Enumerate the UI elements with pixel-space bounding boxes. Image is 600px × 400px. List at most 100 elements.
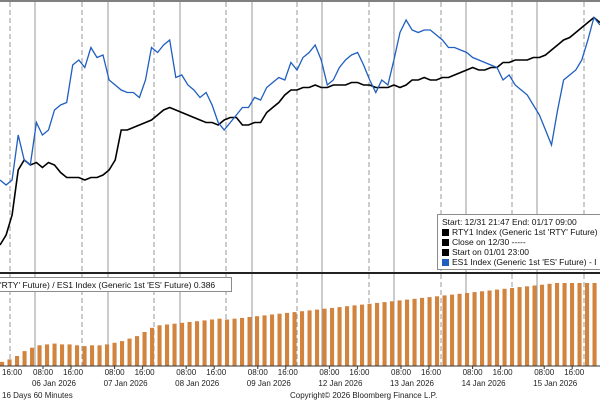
ratio-bar xyxy=(540,284,545,366)
legend-item-es[interactable]: ES1 Index (Generic 1st 'ES' Future) - I xyxy=(442,257,597,267)
ratio-bar xyxy=(322,308,327,366)
ratio-bar xyxy=(270,314,275,366)
ratio-bar xyxy=(412,298,417,366)
ratio-bar xyxy=(75,345,80,367)
ratio-bar xyxy=(337,307,342,366)
ratio-bar xyxy=(240,317,245,366)
ratio-bar xyxy=(300,311,305,366)
ratio-bar xyxy=(480,291,485,366)
price-lines xyxy=(0,16,600,246)
x-date-label: 15 Jan 2026 xyxy=(533,379,578,388)
ratio-bar xyxy=(142,332,147,366)
legend-swatch-start xyxy=(442,249,449,256)
ratio-bar xyxy=(45,344,50,366)
x-time-label: 08:00 xyxy=(105,368,126,377)
x-time-label: 16:00 xyxy=(421,368,442,377)
x-time-label: 16:00 xyxy=(2,368,23,377)
x-time-label: 16:00 xyxy=(564,368,585,377)
ratio-bar xyxy=(510,288,515,366)
ratio-bar xyxy=(157,325,162,366)
ratio-bar xyxy=(255,316,260,366)
legend-item-rty[interactable]: RTY1 Index (Generic 1st 'RTY' Future) xyxy=(442,227,598,237)
ratio-bar xyxy=(37,345,42,367)
ratio-bar xyxy=(187,322,192,366)
ratio-bar xyxy=(120,341,125,366)
ratio-bar xyxy=(15,356,20,366)
ratio-bar xyxy=(502,288,507,366)
x-time-label: 08:00 xyxy=(176,368,197,377)
legend-item-close[interactable]: Close on 12/30 ----- xyxy=(442,237,526,247)
x-time-label: 16:00 xyxy=(278,368,299,377)
x-time-label: 16:00 xyxy=(135,368,156,377)
ratio-bar xyxy=(315,309,320,366)
x-axis-ticks xyxy=(42,366,573,369)
footer-right: Copyright© 2026 Bloomberg Finance L.P. xyxy=(290,391,437,400)
ratio-bar xyxy=(292,312,297,367)
ratio-bar xyxy=(0,361,5,367)
ratio-bar xyxy=(487,290,492,366)
ratio-bar xyxy=(112,342,117,366)
grid-lines xyxy=(9,2,585,366)
ratio-bar xyxy=(360,304,365,366)
x-time-label: 08:00 xyxy=(463,368,484,377)
x-date-label: 12 Jan 2026 xyxy=(318,379,363,388)
ratio-bar xyxy=(420,297,425,366)
ratio-bar xyxy=(135,336,140,366)
ratio-bar xyxy=(457,293,462,366)
x-date-label: 06 Jan 2026 xyxy=(32,379,77,388)
ratio-bar xyxy=(7,359,12,366)
ratio-bar xyxy=(465,293,470,366)
footer-left: 16 Days 60 Minutes xyxy=(2,391,73,400)
ratio-bar xyxy=(525,286,530,366)
legend-swatch-es xyxy=(442,259,449,266)
ratio-bar xyxy=(562,283,567,366)
ratio-bar xyxy=(232,318,237,366)
ratio-bar xyxy=(172,323,177,366)
x-time-label: 08:00 xyxy=(319,368,340,377)
legend: Start: 12/31 21:47 End: 01/17 09:00 RTY1… xyxy=(437,214,600,270)
ratio-bar xyxy=(127,338,132,366)
ratio-bar xyxy=(345,306,350,366)
x-date-label: 08 Jan 2026 xyxy=(175,379,220,388)
ratio-label: 'RTY' Future) / ES1 Index (Generic 1st '… xyxy=(0,280,216,290)
ratio-bars xyxy=(0,283,597,367)
x-date-label: 13 Jan 2026 xyxy=(390,379,435,388)
legend-label-start: Start on 01/01 23:00 xyxy=(452,247,530,257)
x-axis-labels: 16:00 08:00 16:00 06 Jan 2026 08:00 16:00 07 J… xyxy=(2,368,585,388)
ratio-bar xyxy=(577,283,582,366)
ratio-bar xyxy=(405,299,410,366)
ratio-bar xyxy=(555,283,560,366)
ratio-bar xyxy=(585,283,590,366)
ratio-bar xyxy=(217,318,222,366)
ratio-bar xyxy=(90,345,95,367)
x-date-label: 14 Jan 2026 xyxy=(462,379,507,388)
legend-range: Start: 12/31 21:47 End: 01/17 09:00 xyxy=(442,217,577,227)
series-line-es xyxy=(0,16,600,186)
ratio-bar xyxy=(277,313,282,366)
ratio-bar xyxy=(547,283,552,366)
ratio-bar xyxy=(210,319,215,366)
ratio-bar xyxy=(105,344,110,366)
ratio-bar xyxy=(495,289,500,366)
ratio-bar xyxy=(285,312,290,366)
legend-swatch-rty xyxy=(442,229,449,236)
series-line-rty xyxy=(0,16,600,246)
x-time-label: 16:00 xyxy=(349,368,370,377)
ratio-bar xyxy=(450,294,455,366)
ratio-label-box: 'RTY' Future) / ES1 Index (Generic 1st '… xyxy=(0,277,232,292)
ratio-bar xyxy=(67,344,72,366)
ratio-bar xyxy=(390,301,395,366)
ratio-bar xyxy=(22,351,27,366)
legend-item-start[interactable]: Start on 01/01 23:00 xyxy=(442,247,529,257)
ratio-bar xyxy=(195,321,200,366)
ratio-bar xyxy=(382,302,387,366)
ratio-bar xyxy=(30,347,35,366)
ratio-bar xyxy=(367,303,372,367)
ratio-bar xyxy=(330,307,335,366)
legend-label-close: Close on 12/30 ----- xyxy=(452,237,526,247)
ratio-bar xyxy=(352,305,357,366)
ratio-bar xyxy=(52,343,57,366)
x-date-label: 07 Jan 2026 xyxy=(104,379,149,388)
ratio-bar xyxy=(247,317,252,366)
x-time-label: 08:00 xyxy=(248,368,269,377)
